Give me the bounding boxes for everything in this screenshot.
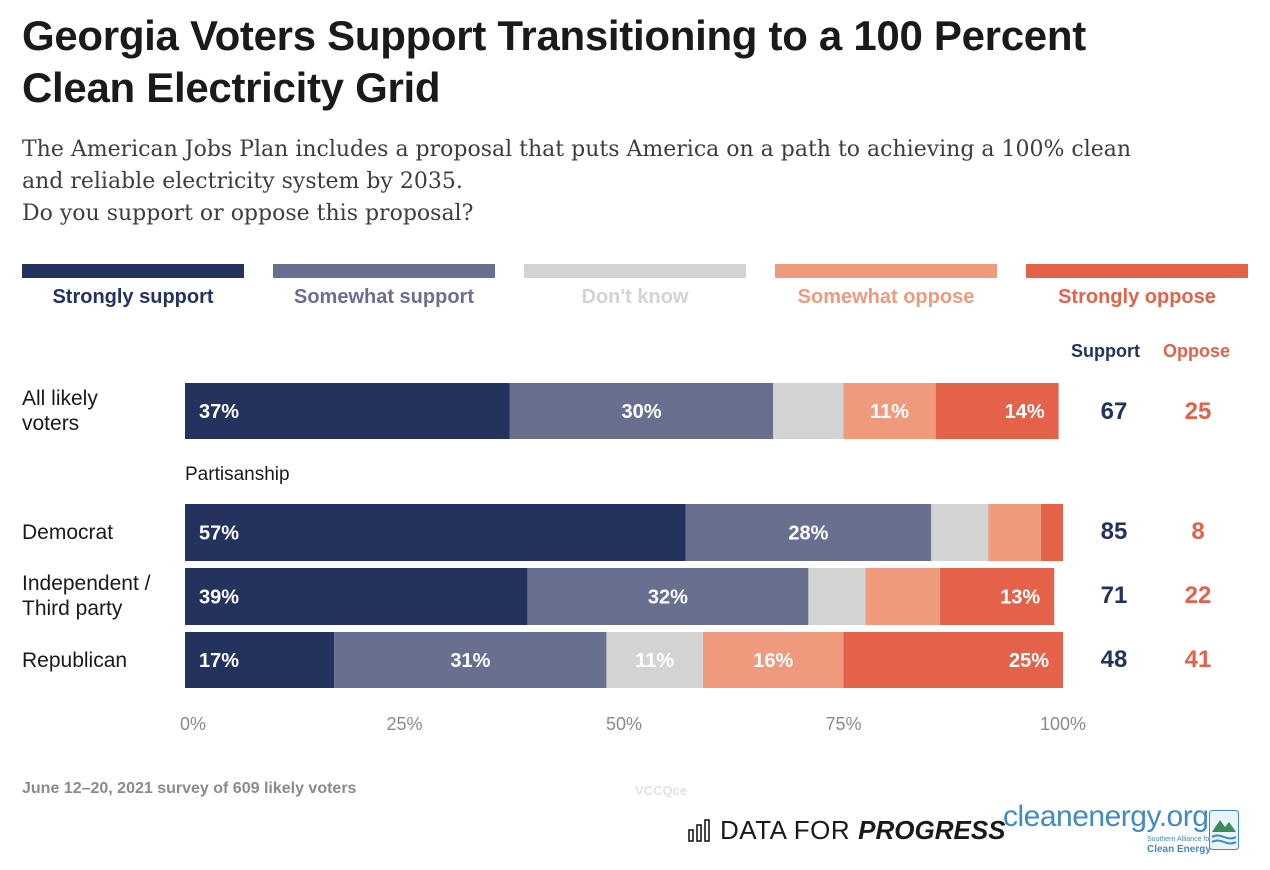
legend-item-somewhat-support: Somewhat support [273, 264, 495, 314]
bar-segment-democrat-strongly-support [185, 504, 686, 561]
bar-segment-democrat-dont-know [931, 504, 989, 561]
source-note: June 12–20, 2021 survey of 609 likely vo… [22, 780, 357, 797]
bar-segment-independent-dont-know [808, 568, 866, 625]
row-label-all-likely-voters-line-2: voters [22, 412, 80, 435]
bar-segment-independent-somewhat-support [527, 568, 809, 625]
oppose-column-header: Oppose [1163, 341, 1231, 361]
legend-swatch-somewhat-oppose [775, 264, 997, 278]
data-label-all-likely-voters-somewhat-oppose: 11% [870, 401, 909, 423]
data-label-republican-somewhat-oppose: 16% [753, 650, 793, 672]
data-label-republican-dont-know: 11% [635, 650, 674, 672]
subtitle-line-3: Do you support or oppose this proposal? [22, 201, 474, 226]
bar-segment-republican-dont-know [606, 632, 704, 688]
bar-segment-democrat-somewhat-oppose [988, 504, 1042, 561]
legend-swatch-somewhat-support [273, 264, 495, 278]
bar-segment-republican-strongly-oppose [843, 632, 1063, 688]
data-label-all-likely-voters-strongly-oppose: 14% [1005, 401, 1045, 423]
data-label-republican-strongly-support: 17% [199, 650, 239, 672]
legend-label-dont-know: Don't know [581, 286, 689, 308]
chart-title-line-2: Clean Electricity Grid [22, 64, 441, 111]
data-label-independent-strongly-oppose: 13% [1000, 587, 1040, 609]
oppose-value-independent: 22 [1184, 582, 1212, 609]
x-tick-label: 50% [606, 714, 642, 734]
cleanenergy-logo-subtitle: Southern Alliance for [1147, 836, 1212, 843]
cleanenergy-logo: cleanenergy.org Southern Alliance for Cl… [1003, 800, 1243, 860]
legend-item-strongly-support: Strongly support [22, 264, 244, 314]
dfp-logo-word-1: DATA FOR [720, 814, 851, 845]
legend-swatch-dont-know [524, 264, 746, 278]
data-label-independent-somewhat-support: 32% [648, 587, 688, 609]
data-for-progress-logo: DATA FOR PROGRESS [688, 812, 1006, 848]
legend-swatch-strongly-oppose [1026, 264, 1248, 278]
bar-segment-republican-strongly-support [185, 632, 335, 688]
bar-segment-democrat-somewhat-support [685, 504, 932, 561]
support-value-all-likely-voters: 67 [1100, 398, 1128, 425]
legend-label-somewhat-support: Somewhat support [293, 286, 474, 308]
chart-title-line-1: Georgia Voters Support Transitioning to … [22, 12, 1086, 59]
support-value-democrat: 85 [1100, 518, 1128, 545]
bar-segment-democrat-strongly-oppose [1041, 504, 1063, 561]
legend-label-somewhat-oppose: Somewhat oppose [797, 286, 975, 308]
oppose-value-all-likely-voters: 25 [1184, 398, 1212, 425]
data-label-independent-strongly-support: 39% [199, 587, 239, 609]
support-value-republican: 48 [1100, 646, 1128, 673]
row-label-all-likely-voters-line-1: All likely [22, 387, 98, 410]
row-label-independent-line-2: Third party [22, 597, 123, 620]
legend-label-strongly-oppose: Strongly oppose [1058, 286, 1216, 308]
x-tick-label: 75% [825, 714, 861, 734]
data-label-all-likely-voters-somewhat-support: 30% [622, 401, 662, 423]
chart-subtitle: The American Jobs Plan includes a propos… [22, 134, 1252, 230]
legend: Strongly support Somewhat support Don't … [22, 264, 1248, 314]
oppose-value-republican: 41 [1184, 646, 1212, 673]
legend-item-somewhat-oppose: Somewhat oppose [775, 264, 997, 314]
support-value-independent: 71 [1100, 582, 1128, 609]
data-label-republican-somewhat-support: 31% [450, 650, 490, 672]
row-label-independent: Independent / Third party [22, 571, 150, 621]
legend-item-strongly-oppose: Strongly oppose [1026, 264, 1248, 314]
row-label-democrat-line-1: Democrat [22, 521, 114, 544]
legend-label-strongly-support: Strongly support [52, 286, 214, 308]
x-tick-label: 100% [1040, 714, 1086, 734]
mountain-water-icon [1209, 810, 1239, 850]
row-label-all-likely-voters: All likely voters [22, 386, 98, 436]
watermark-text: VCCQce [635, 783, 688, 798]
group-label-partisanship: Partisanship [185, 464, 290, 485]
bar-chart-icon [688, 819, 710, 842]
bar-segment-independent-strongly-support [185, 568, 528, 625]
subtitle-line-2: and reliable electricity system by 2035. [22, 169, 463, 194]
cleanenergy-logo-name-2: Clean Energy [1147, 844, 1211, 855]
oppose-value-democrat: 8 [1191, 518, 1205, 545]
bar-segment-all-likely-voters-strongly-oppose [935, 383, 1059, 439]
bar-segment-all-likely-voters-somewhat-support [509, 383, 774, 439]
data-label-democrat-somewhat-support: 28% [788, 523, 828, 545]
legend-swatch-strongly-support [22, 264, 244, 278]
dfp-logo-word-2: PROGRESS [858, 814, 1006, 845]
bar-segment-independent-somewhat-oppose [865, 568, 941, 625]
subtitle-line-1: The American Jobs Plan includes a propos… [22, 137, 1132, 162]
bar-segment-all-likely-voters-somewhat-oppose [843, 383, 936, 439]
bar-segment-independent-strongly-oppose [940, 568, 1055, 625]
chart-title: Georgia Voters Support Transitioning to … [22, 10, 1252, 114]
bar-segment-all-likely-voters-strongly-support [185, 383, 510, 439]
bar-segment-republican-somewhat-oppose [703, 632, 844, 688]
data-label-democrat-strongly-support: 57% [199, 523, 239, 545]
row-label-independent-line-1: Independent / [22, 572, 151, 595]
data-label-all-likely-voters-strongly-support: 37% [199, 401, 239, 423]
bar-segment-republican-somewhat-support [334, 632, 607, 688]
data-label-republican-strongly-oppose: 25% [1009, 650, 1049, 672]
bar-segment-all-likely-voters-dont-know [773, 383, 844, 439]
x-tick-label: 25% [386, 714, 422, 734]
row-label-republican-line-1: Republican [22, 649, 128, 672]
x-tick-label: 0% [180, 714, 206, 734]
legend-item-dont-know: Don't know [524, 264, 746, 314]
row-label-republican: Republican [22, 648, 127, 673]
row-label-democrat: Democrat [22, 520, 113, 545]
support-column-header: Support [1071, 341, 1140, 361]
cleanenergy-logo-name: cleanenergy.org [1003, 800, 1209, 833]
